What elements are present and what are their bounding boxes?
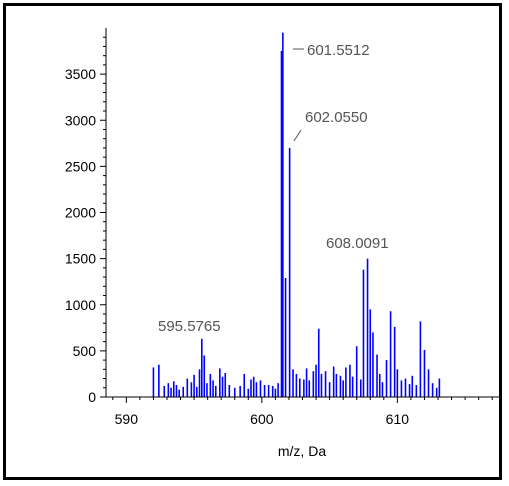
peak-label-602: 602.0550	[305, 109, 368, 126]
peak-leader-602	[293, 129, 302, 142]
y-tick-label: 3500	[65, 66, 96, 82]
x-axis-title: m/z, Da	[278, 443, 326, 459]
chart-frame	[3, 3, 502, 480]
y-ticks: 0 500 1000 1500 2000 2500 3000 3500	[65, 36, 106, 405]
peak-label-608: 608.0091	[326, 235, 389, 252]
y-tick-label: 1000	[65, 297, 96, 313]
x-ticks: 590 600 610	[112, 397, 493, 427]
peak-label-595: 595.5765	[158, 318, 221, 335]
peak-label-601: 601.5512	[307, 42, 370, 59]
y-tick-label: 2000	[65, 205, 96, 221]
spectrum-bars	[152, 32, 441, 397]
y-tick-label: 3000	[65, 112, 96, 128]
y-tick-label: 2500	[65, 158, 96, 174]
y-tick-label: 0	[88, 389, 96, 405]
y-tick-label: 1500	[65, 251, 96, 267]
x-tick-label: 590	[115, 411, 139, 427]
y-tick-label: 500	[73, 343, 97, 359]
x-tick-label: 600	[250, 411, 274, 427]
axes	[105, 28, 499, 398]
x-tick-label: 610	[386, 411, 410, 427]
peak-annotations: 601.5512 602.0550 608.0091 595.5765	[158, 42, 389, 335]
